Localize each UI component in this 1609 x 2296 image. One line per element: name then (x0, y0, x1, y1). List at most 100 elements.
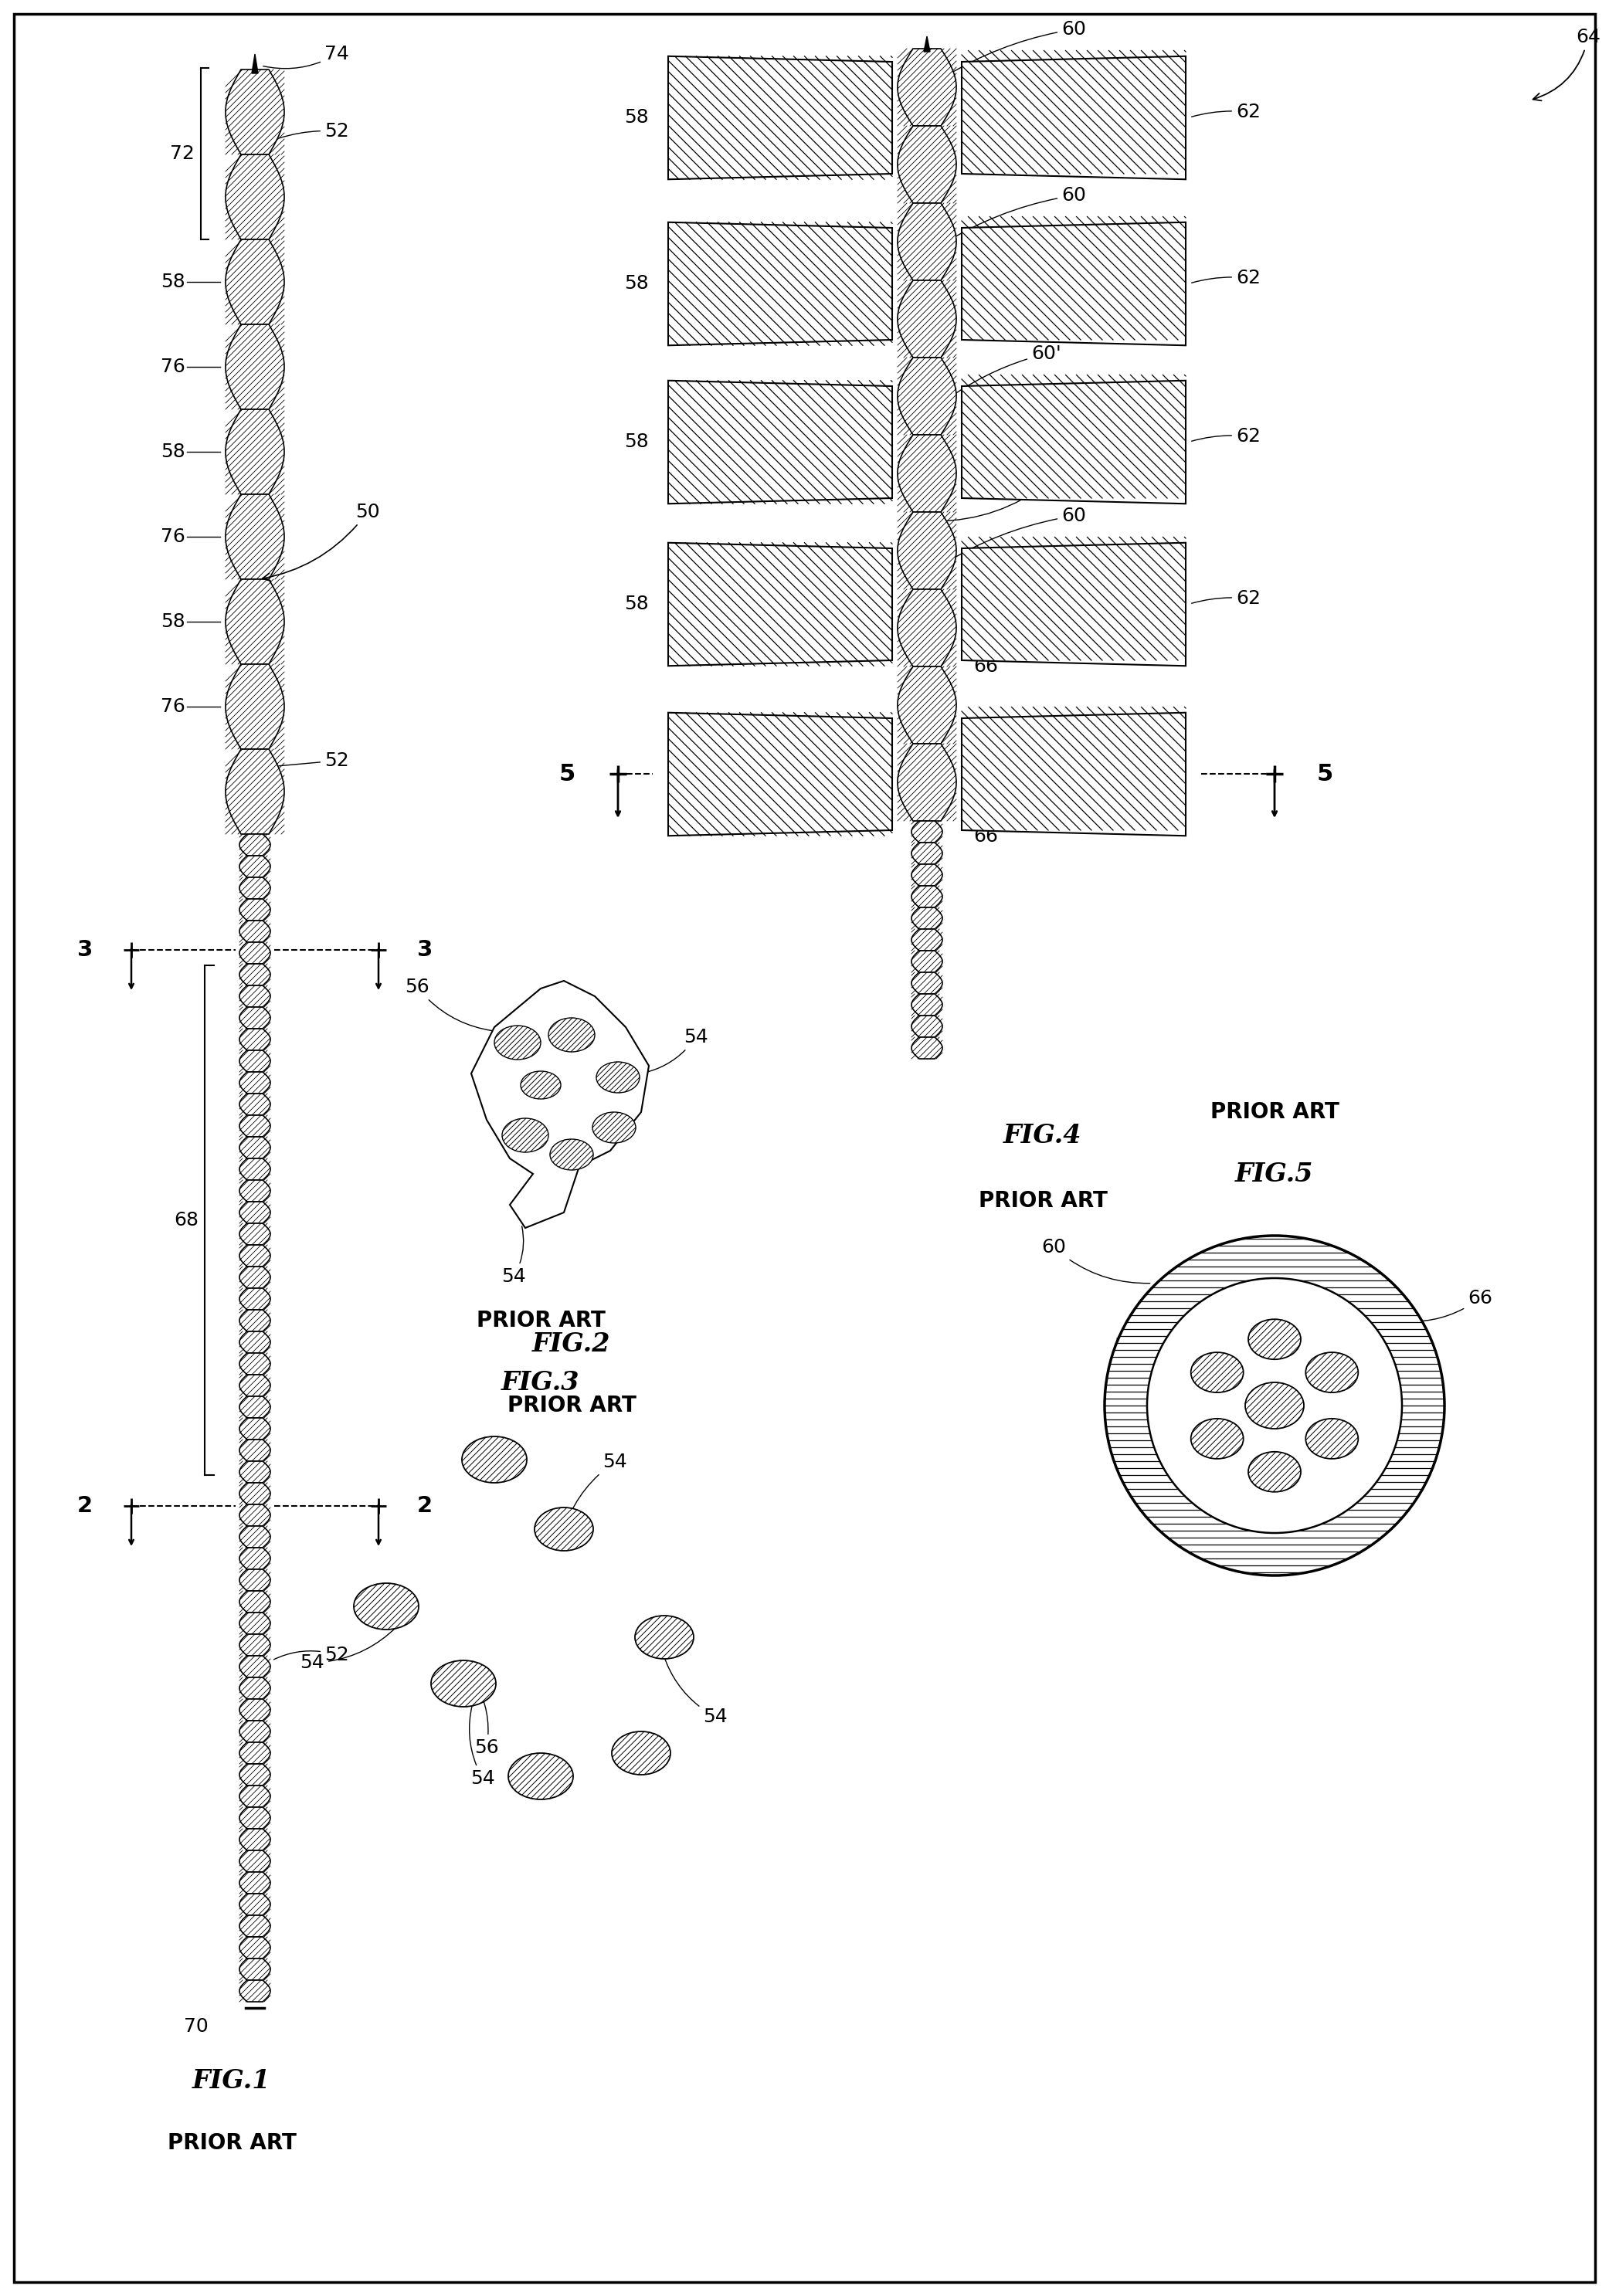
Polygon shape (240, 1612, 270, 1635)
Polygon shape (240, 833, 270, 856)
Text: 54: 54 (644, 1029, 708, 1072)
Text: 54: 54 (502, 1226, 526, 1286)
Polygon shape (911, 951, 943, 971)
Text: FIG.2: FIG.2 (533, 1332, 611, 1357)
Text: 3: 3 (417, 939, 433, 960)
Polygon shape (240, 1807, 270, 1830)
Polygon shape (962, 381, 1186, 503)
Polygon shape (911, 994, 943, 1015)
Ellipse shape (354, 1584, 418, 1630)
Text: 62: 62 (1192, 269, 1260, 287)
Text: PRIOR ART: PRIOR ART (978, 1189, 1107, 1212)
Text: 60: 60 (1041, 1238, 1150, 1283)
Ellipse shape (1191, 1352, 1244, 1391)
Polygon shape (240, 1568, 270, 1591)
Ellipse shape (1191, 1419, 1244, 1458)
Polygon shape (911, 907, 943, 930)
Polygon shape (962, 542, 1186, 666)
Polygon shape (240, 941, 270, 964)
Polygon shape (898, 126, 956, 202)
Polygon shape (898, 590, 956, 666)
Text: 54: 54 (299, 1628, 396, 1671)
Text: 76: 76 (161, 528, 185, 546)
Polygon shape (225, 409, 285, 494)
Polygon shape (240, 1244, 270, 1267)
Polygon shape (240, 1137, 270, 1159)
Polygon shape (668, 712, 891, 836)
Text: FIG.1: FIG.1 (193, 2069, 270, 2094)
Text: 54: 54 (470, 1706, 496, 1789)
Text: 52: 52 (274, 1646, 349, 1665)
Polygon shape (240, 1159, 270, 1180)
Text: 2: 2 (77, 1495, 93, 1518)
Polygon shape (240, 1851, 270, 1871)
Text: 50: 50 (935, 459, 1075, 521)
Polygon shape (225, 579, 285, 664)
Polygon shape (240, 1201, 270, 1224)
Text: 54: 54 (560, 1453, 628, 1543)
Polygon shape (911, 822, 943, 843)
Polygon shape (911, 1038, 943, 1058)
Text: FIG.3: FIG.3 (502, 1371, 579, 1396)
Ellipse shape (1249, 1320, 1300, 1359)
Polygon shape (253, 55, 257, 73)
Polygon shape (225, 154, 285, 239)
Polygon shape (668, 381, 891, 503)
Polygon shape (240, 1894, 270, 1915)
Polygon shape (240, 1635, 270, 1655)
Polygon shape (240, 1072, 270, 1093)
Polygon shape (240, 1332, 270, 1352)
Text: 52: 52 (278, 122, 349, 140)
Polygon shape (240, 1548, 270, 1568)
Ellipse shape (549, 1017, 595, 1052)
Polygon shape (240, 1396, 270, 1419)
Circle shape (1105, 1235, 1445, 1575)
Polygon shape (668, 542, 891, 666)
Ellipse shape (611, 1731, 671, 1775)
Polygon shape (924, 37, 930, 53)
Polygon shape (911, 971, 943, 994)
Text: 58: 58 (161, 273, 185, 292)
Ellipse shape (521, 1072, 562, 1100)
Polygon shape (240, 1938, 270, 1958)
Text: 50: 50 (262, 503, 380, 581)
Polygon shape (240, 964, 270, 985)
Text: 66: 66 (973, 657, 998, 675)
Polygon shape (225, 748, 285, 833)
Polygon shape (240, 1678, 270, 1699)
Polygon shape (898, 666, 956, 744)
Polygon shape (240, 1460, 270, 1483)
Polygon shape (898, 280, 956, 358)
Text: 5: 5 (558, 762, 576, 785)
Polygon shape (240, 1720, 270, 1743)
Polygon shape (898, 512, 956, 590)
Text: 64: 64 (1533, 28, 1601, 101)
Polygon shape (240, 1483, 270, 1504)
Ellipse shape (502, 1118, 549, 1153)
Polygon shape (240, 1049, 270, 1072)
Text: FIG.5: FIG.5 (1236, 1162, 1313, 1187)
Polygon shape (668, 55, 891, 179)
Text: PRIOR ART: PRIOR ART (167, 2133, 296, 2154)
Polygon shape (962, 712, 1186, 836)
Text: PRIOR ART: PRIOR ART (1210, 1102, 1339, 1123)
Text: 74: 74 (264, 46, 349, 69)
Text: 76: 76 (161, 358, 185, 377)
Text: 58: 58 (624, 432, 648, 450)
Text: 3: 3 (77, 939, 93, 960)
Text: 56: 56 (473, 1678, 499, 1756)
Text: 58: 58 (161, 613, 185, 631)
Text: 2: 2 (417, 1495, 433, 1518)
Polygon shape (240, 856, 270, 877)
Polygon shape (240, 1352, 270, 1375)
Ellipse shape (1245, 1382, 1303, 1428)
Polygon shape (240, 1830, 270, 1851)
Text: 58: 58 (161, 443, 185, 461)
Text: 58: 58 (624, 595, 648, 613)
Polygon shape (240, 1915, 270, 1938)
Polygon shape (240, 1309, 270, 1332)
Polygon shape (962, 55, 1186, 179)
Polygon shape (911, 843, 943, 863)
Polygon shape (668, 223, 891, 344)
Polygon shape (240, 1871, 270, 1894)
